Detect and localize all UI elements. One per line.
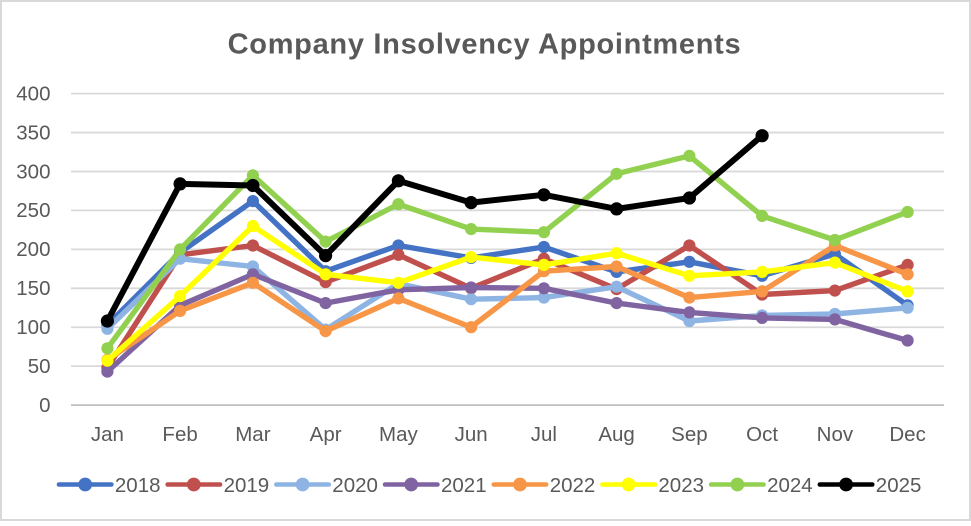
svg-text:Jun: Jun — [455, 423, 488, 446]
svg-text:200: 200 — [16, 238, 50, 261]
svg-text:100: 100 — [16, 316, 50, 339]
svg-text:Jul: Jul — [531, 423, 557, 446]
svg-text:Company Insolvency Appointment: Company Insolvency Appointments — [228, 28, 742, 60]
svg-text:Oct: Oct — [746, 423, 778, 446]
svg-text:Jan: Jan — [91, 423, 124, 446]
svg-text:2023: 2023 — [658, 474, 704, 497]
svg-text:0: 0 — [39, 394, 50, 417]
svg-text:350: 350 — [16, 121, 50, 144]
svg-text:400: 400 — [16, 82, 50, 105]
svg-text:250: 250 — [16, 199, 50, 222]
svg-text:Sep: Sep — [671, 423, 707, 446]
svg-text:2019: 2019 — [224, 474, 270, 497]
svg-text:50: 50 — [28, 355, 51, 378]
svg-text:2021: 2021 — [441, 474, 487, 497]
svg-text:Nov: Nov — [817, 423, 854, 446]
svg-text:2020: 2020 — [332, 474, 378, 497]
svg-text:2025: 2025 — [876, 474, 922, 497]
svg-text:2018: 2018 — [115, 474, 161, 497]
svg-text:Aug: Aug — [598, 423, 634, 446]
svg-text:2024: 2024 — [767, 474, 813, 497]
svg-text:May: May — [379, 423, 418, 446]
svg-text:Mar: Mar — [235, 423, 270, 446]
svg-text:Feb: Feb — [162, 423, 197, 446]
svg-text:2022: 2022 — [550, 474, 596, 497]
svg-text:300: 300 — [16, 160, 50, 183]
svg-text:Dec: Dec — [889, 423, 925, 446]
svg-text:Apr: Apr — [310, 423, 342, 446]
svg-text:150: 150 — [16, 277, 50, 300]
